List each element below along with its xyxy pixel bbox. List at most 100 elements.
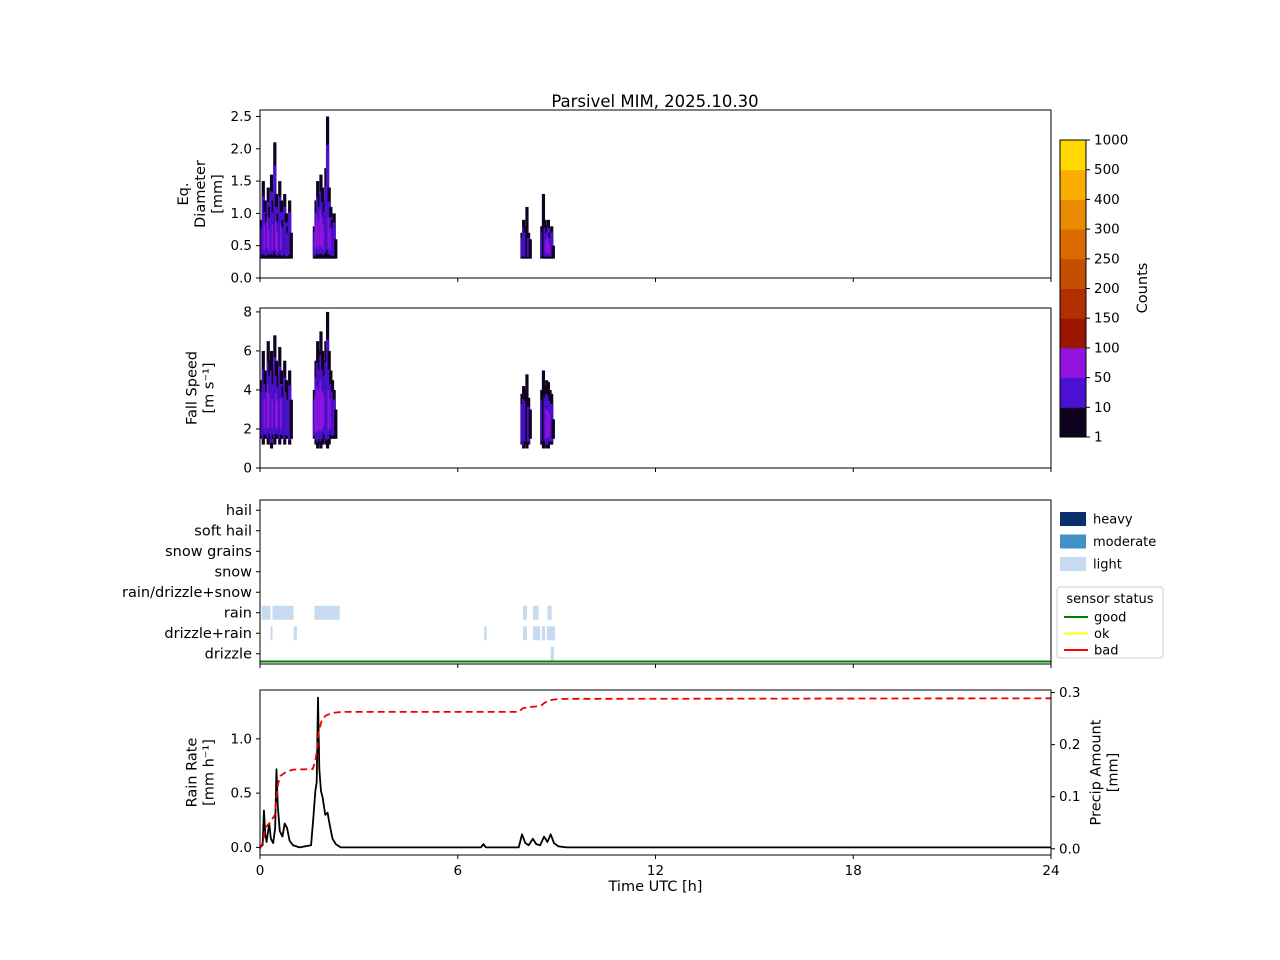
precip-type-blocks <box>261 605 555 661</box>
y-tick-label: 1.0 <box>231 206 252 222</box>
intensity-label: heavy <box>1093 513 1133 528</box>
intensity-swatch-light <box>1060 557 1086 571</box>
y-tick-label: 2.0 <box>231 141 252 157</box>
precip-block <box>550 646 554 661</box>
colorbar-tick-label: 400 <box>1094 192 1120 208</box>
heatmap-strip <box>541 370 546 449</box>
heatmap-strip <box>525 206 529 259</box>
precip-block <box>484 626 487 641</box>
heatmap-strip <box>289 399 293 439</box>
rain-rate-line <box>259 696 1051 849</box>
x-tick-label: 12 <box>647 863 664 879</box>
right-y-tick-label: 0.0 <box>1059 841 1080 857</box>
colorbar-tick-label: 150 <box>1094 311 1120 327</box>
heatmap-strip <box>551 245 555 259</box>
right-y-tick-label: 0.1 <box>1059 789 1080 805</box>
y-axis-label: Rain Rate[mm h⁻¹] <box>185 738 218 808</box>
x-axis-label: Time UTC [h] <box>608 879 703 895</box>
y-tick-label: 6 <box>243 343 252 359</box>
sensor-status-label: bad <box>1094 644 1118 659</box>
colorbar-tick-label: 1 <box>1094 430 1103 446</box>
colorbar-tick-label: 300 <box>1094 222 1120 238</box>
panel-fall-speed: 0 2 4 6 8 Fall Speed[m s⁻¹] <box>185 304 1052 477</box>
y-tick-label: 2 <box>243 421 252 437</box>
sensor-legend-box <box>1056 586 1164 659</box>
x-tick-label: 18 <box>845 863 862 879</box>
intensity-swatch-moderate <box>1060 534 1086 549</box>
intensity-legend: heavy moderate light <box>1060 512 1156 573</box>
precip-amount-line <box>259 697 1052 850</box>
category-label: rain/drizzle+snow <box>122 585 252 601</box>
colorbar-segment <box>1060 407 1086 438</box>
precip-block <box>314 605 340 620</box>
category-label: drizzle+rain <box>164 626 252 642</box>
colorbar-tick-label: 50 <box>1094 370 1111 386</box>
axes-frame <box>259 109 1052 279</box>
y-axis-label: Precip Amount[mm] <box>1089 719 1122 825</box>
sensor-status-label: ok <box>1094 627 1110 642</box>
y-tick-label: 8 <box>243 304 252 320</box>
precip-block <box>532 626 541 641</box>
sensor-status-label: good <box>1094 611 1126 626</box>
colorbar-tick-label: 500 <box>1094 162 1120 178</box>
axes-frame <box>259 499 1052 665</box>
heatmap-strip <box>528 409 532 439</box>
colorbar-segment <box>1060 377 1086 408</box>
colorbar-label: Counts <box>1135 263 1151 314</box>
colorbar-segment <box>1060 288 1086 319</box>
category-label: drizzle <box>205 646 252 662</box>
precip-block <box>541 626 546 641</box>
precip-block <box>261 605 271 620</box>
colorbar-tick-label: 10 <box>1094 400 1111 416</box>
precip-block <box>293 626 297 641</box>
right-y-tick-label: 0.2 <box>1059 737 1080 753</box>
panel-eq-diameter: 0.0 0.5 1.0 1.5 2.0 2.5 Eq.Diameter[mm] <box>176 109 1052 287</box>
x-tick-label: 6 <box>453 863 462 879</box>
y-tick-label: 0 <box>243 461 252 477</box>
y-tick-label: 0.5 <box>231 238 252 254</box>
fall_speed-strips <box>260 311 555 449</box>
y-axis-label: Eq.Diameter[mm] <box>176 160 226 228</box>
colorbar-tick-label: 1000 <box>1094 133 1128 149</box>
heatmap-strip <box>289 232 293 259</box>
intensity-swatch-heavy <box>1060 512 1086 526</box>
colorbar-segment <box>1060 169 1086 200</box>
heatmap-strip <box>528 239 532 259</box>
right-y-tick-label: 0.3 <box>1059 685 1080 701</box>
precip-block <box>272 605 294 620</box>
chart-title: Parsivel MIM, 2025.10.30 <box>551 92 758 111</box>
heatmap-strip <box>551 419 555 439</box>
precip-block <box>523 605 527 620</box>
category-label: snow <box>215 564 253 580</box>
heatmap-strip <box>525 374 529 449</box>
precip-block <box>270 626 273 641</box>
y-axis-label: Fall Speed[m s⁻¹] <box>185 351 218 425</box>
y-tick-label: 1.5 <box>231 174 252 190</box>
colorbar-segment <box>1060 258 1086 289</box>
colorbar-segment <box>1060 140 1086 171</box>
x-tick-label: 24 <box>1042 863 1059 879</box>
colorbar-tick-label: 200 <box>1094 281 1120 297</box>
intensity-label: light <box>1093 558 1122 573</box>
precip-block <box>547 605 552 620</box>
eq_diameter-strips <box>260 116 555 259</box>
precip-block <box>523 626 527 641</box>
y-tick-label: 4 <box>243 382 252 398</box>
colorbar-segment <box>1060 229 1086 260</box>
category-label: soft hail <box>194 523 252 539</box>
axes-frame <box>259 689 1052 856</box>
heatmap-strip <box>541 194 546 259</box>
y-tick-label: 1.0 <box>231 731 252 747</box>
y-tick-label: 0.5 <box>231 786 252 802</box>
intensity-label: moderate <box>1093 535 1156 550</box>
y-tick-label: 0.0 <box>231 840 252 856</box>
heatmap-strip <box>334 239 338 259</box>
category-label: hail <box>226 503 252 519</box>
category-label: snow grains <box>165 544 252 560</box>
heatmap-strip <box>334 409 338 439</box>
sensor-legend-title: sensor status <box>1066 592 1153 607</box>
panel-precip-type: hail soft hail snow grains snow rain/drizzle… <box>122 499 1052 668</box>
